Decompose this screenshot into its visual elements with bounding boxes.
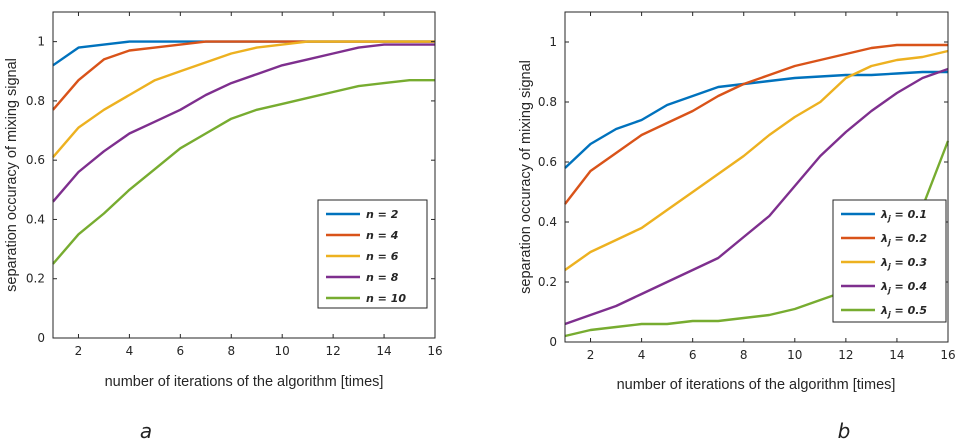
chart-a-x-tick-label: 2 [75, 344, 83, 358]
chart-b-y-tick-label: 0.2 [538, 275, 557, 289]
chart-a-series-line-3 [52, 40, 435, 158]
chart-b-y-axis-label: separation occuracy of mixing signal [518, 60, 534, 294]
chart-b-legend: λj = 0.1 λj = 0.2 λj = 0.3 λj = 0.4 λj = 0.5 [832, 199, 947, 323]
chart-a-series-line-2 [52, 40, 435, 111]
chart-b-plot-frame [564, 11, 949, 343]
chart-a-x-tick-label: 16 [427, 344, 442, 358]
chart-a-x-ticks: 2 4 6 8 10 12 14 16 [75, 12, 443, 358]
chart-a-y-tick-label: 1 [37, 35, 45, 49]
chart-a-x-tick-label: 8 [227, 344, 235, 358]
chart-b-legend-label-5: λj = 0.5 [880, 304, 927, 319]
chart-b: 0 0.2 0.4 0.6 0.8 1 2 4 6 8 10 12 14 16 number of it… [518, 11, 956, 442]
chart-b-sublabel: b [838, 419, 851, 442]
chart-a-legend-entries: n = 2 n = 4 n = 6 n = 8 n = 10 [326, 208, 406, 305]
chart-b-x-tick-label: 12 [838, 348, 853, 362]
chart-a-x-tick-label: 14 [376, 344, 391, 358]
chart-b-series-line-3 [564, 49, 949, 271]
chart-a-sublabel: a [140, 419, 152, 442]
chart-b-x-tick-label: 14 [889, 348, 904, 362]
chart-a-legend-label-1: n = 2 [366, 208, 399, 221]
chart-b-legend-label-1: λj = 0.1 [880, 208, 927, 223]
chart-b-y-tick-label: 0.6 [538, 155, 557, 169]
chart-b-x-tick-label: 4 [638, 348, 646, 362]
chart-a: 0 0.2 0.4 0.6 0.8 1 2 4 6 8 10 12 14 16 number of it… [4, 11, 443, 442]
chart-b-series-line-1 [564, 70, 948, 169]
chart-b-x-axis-label: number of iterations of the algorithm [t… [617, 377, 896, 393]
chart-a-y-axis-label: separation occuracy of mixing signal [4, 58, 20, 292]
chart-a-y-tick-label: 0.4 [26, 212, 45, 226]
chart-b-y-tick-label: 0.8 [538, 95, 557, 109]
chart-a-series-line-4 [52, 43, 435, 203]
chart-b-x-tick-label: 6 [689, 348, 697, 362]
chart-b-legend-label-4: λj = 0.4 [880, 280, 927, 295]
chart-b-series-line-2 [564, 43, 948, 205]
chart-b-y-tick-label: 0.4 [538, 215, 557, 229]
chart-a-x-tick-label: 4 [126, 344, 134, 358]
chart-b-y-tick-label: 0 [549, 335, 557, 349]
chart-a-lines [52, 40, 435, 265]
chart-a-legend-box [317, 199, 428, 309]
chart-b-x-tick-label: 8 [740, 348, 748, 362]
chart-b-y-tick-label: 1 [549, 35, 557, 49]
chart-a-y-tick-label: 0.2 [26, 272, 45, 286]
chart-a-legend-label-4: n = 8 [366, 271, 399, 284]
chart-a-y-ticks: 0 0.2 0.4 0.6 0.8 1 [26, 35, 435, 345]
chart-a-legend-label-3: n = 6 [366, 250, 399, 263]
chart-a-x-tick-label: 12 [325, 344, 340, 358]
chart-a-y-tick-label: 0.8 [26, 94, 45, 108]
chart-a-legend-label-5: n = 10 [366, 292, 406, 305]
chart-b-legend-label-3: λj = 0.3 [880, 256, 927, 271]
chart-a-legend: n = 2 n = 4 n = 6 n = 8 n = 10 [317, 199, 428, 309]
chart-b-x-ticks: 2 4 6 8 10 12 14 16 [587, 12, 956, 362]
chart-b-x-tick-label: 16 [940, 348, 955, 362]
chart-b-x-tick-label: 10 [787, 348, 802, 362]
chart-a-x-tick-label: 6 [177, 344, 185, 358]
chart-a-legend-label-2: n = 4 [366, 229, 398, 242]
chart-b-legend-label-2: λj = 0.2 [880, 232, 927, 247]
chart-a-x-axis-label: number of iterations of the algorithm [t… [105, 374, 384, 390]
chart-a-y-tick-label: 0 [37, 331, 45, 345]
chart-a-x-tick-label: 10 [275, 344, 290, 358]
chart-a-plot-frame [52, 11, 436, 339]
chart-a-series-line-5 [52, 78, 435, 265]
chart-b-x-tick-label: 2 [587, 348, 595, 362]
chart-b-y-ticks: 0 0.2 0.4 0.6 0.8 1 [538, 35, 948, 349]
chart-a-y-tick-label: 0.6 [26, 153, 45, 167]
chart-b-legend-entries: λj = 0.1 λj = 0.2 λj = 0.3 λj = 0.4 λj = 0.5 [841, 208, 927, 319]
chart-b-series-line-4 [564, 67, 949, 326]
